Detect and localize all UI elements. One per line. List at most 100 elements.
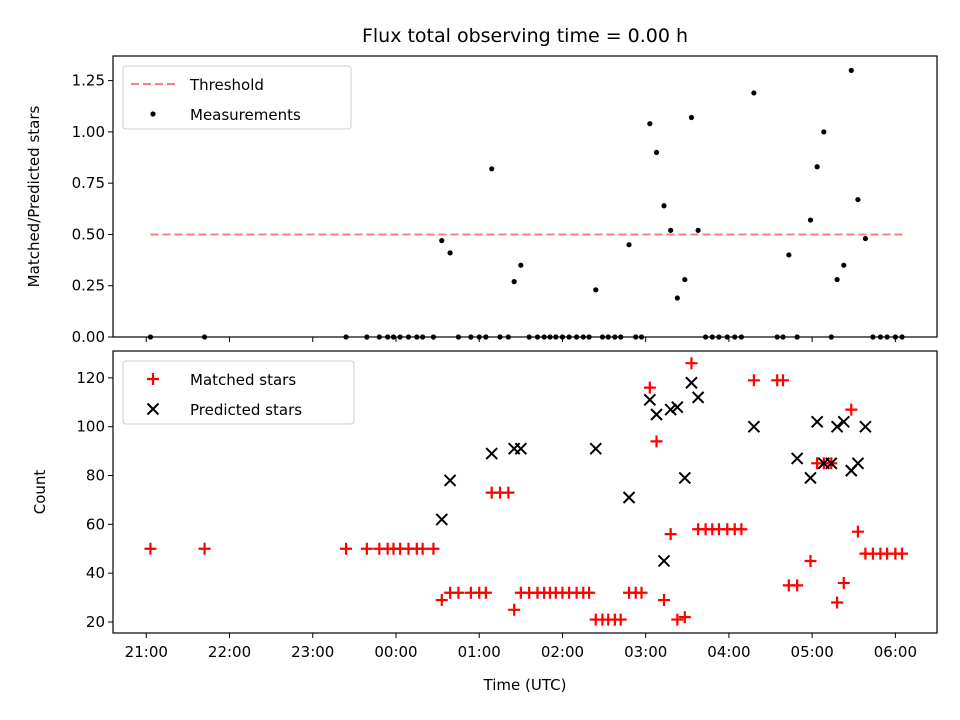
matched-stars-point <box>479 586 492 599</box>
matched-stars-point <box>664 528 677 541</box>
measurement-point <box>661 203 667 209</box>
predicted-stars-point <box>589 442 602 455</box>
matched-stars-point <box>845 403 858 416</box>
measurement-point <box>647 121 653 127</box>
axes-frame <box>112 350 938 634</box>
measurement-point <box>439 237 445 244</box>
top-plot-area: 0.00 0.25 0.50 0.75 1.00 1.25 Threshold Measure… <box>72 55 938 346</box>
predicted-stars-point <box>830 420 844 433</box>
predicted-stars-point <box>643 393 657 407</box>
y-tick-label: 40 <box>86 564 105 582</box>
measurement-point <box>688 114 695 121</box>
bottom-y-axis-label: Count <box>31 470 49 515</box>
matched-stars-point <box>851 525 864 538</box>
x-tick-label: 03:00 <box>624 643 667 661</box>
top-panel: Flux total observing time = 0.00 h Match… <box>25 25 938 346</box>
matched-stars-point <box>791 579 804 592</box>
bottom-panel: Count Time (UTC) 20 40 60 80 100 120 21:00 22:0… <box>31 350 938 694</box>
matched-stars-point <box>435 594 448 607</box>
matched-stars-point <box>144 542 157 555</box>
matched-stars-point <box>896 547 909 560</box>
y-tick-label: 0.50 <box>72 225 105 243</box>
predicted-stars-point <box>804 471 817 485</box>
predicted-stars-point <box>671 400 684 414</box>
measurement-point <box>674 295 680 301</box>
matched-stars-point <box>643 381 656 394</box>
matched-stars-point <box>198 542 211 555</box>
matched-stars-point <box>416 542 429 555</box>
predicted-stars-point <box>664 403 677 416</box>
matched-stars-point <box>747 374 760 387</box>
matched-stars-point <box>508 603 521 616</box>
matched-stars-point <box>671 613 684 626</box>
measurement-point <box>834 276 840 283</box>
y-tick-label: 20 <box>86 613 105 631</box>
x-tick-label: 23:00 <box>291 643 334 661</box>
matched-stars-point <box>635 586 648 599</box>
measurement-point <box>862 235 869 242</box>
predicted-stars-point <box>790 452 804 465</box>
y-tick-label: 0.75 <box>72 174 105 192</box>
measurement-point <box>682 276 688 283</box>
matched-stars-point <box>360 542 373 555</box>
top-y-axis-label: Matched/Predicted stars <box>25 106 43 288</box>
x-tick-label: 06:00 <box>874 643 917 661</box>
matched-stars-point <box>340 542 353 555</box>
measurement-point <box>447 250 453 256</box>
measurement-point <box>626 242 632 248</box>
measurement-point <box>807 217 814 223</box>
legend-predicted-swatch <box>146 402 160 416</box>
predicted-stars-point <box>443 474 457 487</box>
measurement-point <box>751 90 757 96</box>
legend-box <box>122 360 355 425</box>
matched-stars-point <box>502 486 515 499</box>
predicted-stars-point <box>622 491 636 504</box>
x-tick-label: 01:00 <box>458 643 501 661</box>
y-tick-label: 60 <box>86 515 105 533</box>
predicted-stars-point <box>851 457 865 470</box>
matched-stars-point <box>614 613 627 626</box>
matched-stars-point <box>427 542 440 555</box>
measurement-point <box>518 262 524 268</box>
measurement-point <box>841 262 847 268</box>
predicted-stars-point <box>859 420 872 433</box>
bottom-plot-area: 20 40 60 80 100 120 21:00 22:00 23:00 00:00 01:00 0… <box>76 350 938 661</box>
predicted-stars-point <box>685 376 698 389</box>
matched-stars-point <box>777 374 790 387</box>
predicted-stars-point <box>650 408 663 421</box>
predicted-stars-point <box>825 457 838 470</box>
x-tick-label: 21:00 <box>125 643 168 661</box>
y-tick-label: 120 <box>76 369 105 387</box>
legend-entry: Matched stars <box>190 371 296 389</box>
measurement-point <box>653 149 660 156</box>
measurement-point <box>848 67 854 73</box>
legend-box <box>122 65 352 130</box>
matched-stars-point <box>678 611 691 624</box>
matched-stars-point <box>650 435 663 448</box>
legend-matched-swatch <box>147 373 159 385</box>
predicted-stars-point <box>514 442 528 455</box>
predicted-stars-point <box>435 513 448 526</box>
matched-stars-point <box>657 594 670 607</box>
axes-frame <box>112 55 938 338</box>
x-tick-label: 22:00 <box>208 643 251 661</box>
predicted-stars-point <box>678 471 692 485</box>
y-tick-label: 100 <box>76 418 105 436</box>
predicted-stars-point <box>810 415 824 429</box>
matched-stars-point <box>685 357 698 370</box>
y-tick-label: 1.00 <box>72 123 105 141</box>
matched-stars-point <box>452 586 465 599</box>
x-tick-label: 00:00 <box>374 643 417 661</box>
y-tick-label: 1.25 <box>72 72 105 90</box>
matched-stars-point <box>804 554 817 567</box>
predicted-stars-point <box>485 447 498 460</box>
y-tick-label: 0.25 <box>72 277 105 295</box>
predicted-stars-point <box>691 391 705 404</box>
x-axis-label: Time (UTC) <box>483 676 567 694</box>
matched-stars-point <box>583 586 596 599</box>
matched-stars-point <box>837 576 850 589</box>
measurement-point <box>511 279 517 285</box>
x-tick-label: 04:00 <box>707 643 750 661</box>
predicted-stars-point <box>747 420 761 433</box>
